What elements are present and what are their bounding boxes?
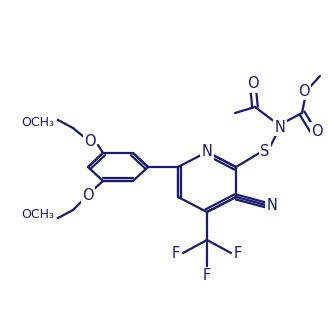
Text: F: F [203, 269, 211, 283]
Text: S: S [260, 145, 270, 159]
Text: O: O [84, 135, 96, 149]
Text: O: O [247, 77, 259, 91]
Text: O: O [298, 83, 310, 98]
Text: OCH₃: OCH₃ [22, 209, 54, 221]
Text: F: F [172, 246, 180, 260]
Text: N: N [267, 197, 277, 213]
Text: O: O [82, 187, 94, 203]
Text: OCH₃: OCH₃ [22, 115, 54, 128]
Text: N: N [275, 119, 285, 135]
Text: F: F [234, 246, 242, 260]
Text: O: O [311, 123, 323, 139]
Text: N: N [202, 145, 213, 159]
